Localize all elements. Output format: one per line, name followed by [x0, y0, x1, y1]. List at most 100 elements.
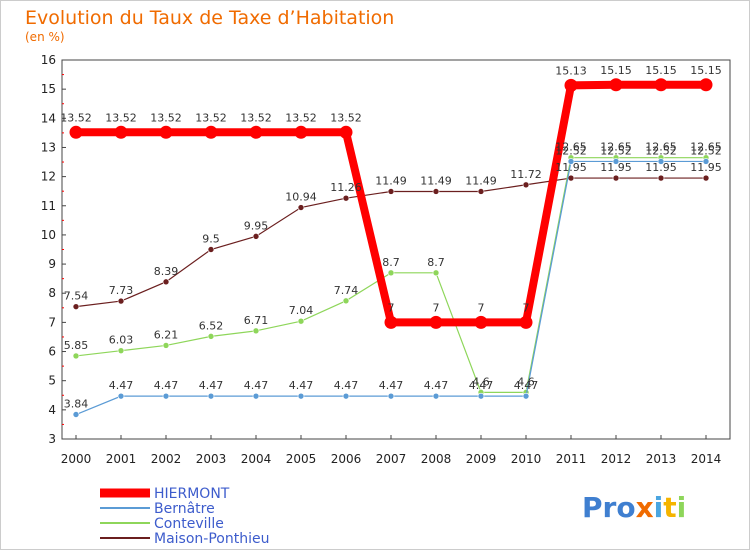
x-tick-label: 2004 [241, 452, 272, 466]
data-label: 11.72 [510, 168, 542, 181]
data-label: 6.21 [154, 328, 179, 341]
data-point [429, 315, 443, 329]
y-tick-label: 8 [48, 286, 56, 300]
data-label: 13.52 [330, 111, 362, 124]
data-point [297, 392, 305, 400]
data-label: 7.73 [109, 284, 134, 297]
data-point [69, 125, 83, 139]
data-point [432, 392, 440, 400]
x-tick-label: 2005 [286, 452, 317, 466]
data-label: 13.52 [60, 111, 92, 124]
data-point [117, 392, 125, 400]
data-point [699, 78, 713, 92]
data-label: 11.95 [600, 161, 632, 174]
data-point [72, 303, 80, 310]
data-label: 11.95 [645, 161, 677, 174]
data-label: 7.04 [289, 304, 314, 317]
data-point [339, 125, 353, 139]
data-label: 8.7 [427, 256, 445, 269]
data-label: 12.65 [600, 141, 632, 154]
x-tick-label: 2008 [421, 452, 452, 466]
data-label: 12.52 [555, 144, 587, 157]
data-label: 7 [478, 301, 485, 314]
data-label: 4.47 [514, 379, 539, 392]
data-label: 12.52 [600, 144, 632, 157]
data-point [252, 392, 260, 400]
data-point [432, 188, 440, 195]
data-point [297, 317, 305, 325]
y-tick-label: 14 [41, 111, 56, 125]
proxiti-logo: Proxiti [582, 491, 686, 524]
y-tick-label: 15 [41, 82, 56, 96]
data-point [384, 315, 398, 329]
x-tick-label: 2002 [151, 452, 182, 466]
data-label: 4.47 [199, 379, 224, 392]
data-label: 13.52 [240, 111, 272, 124]
y-tick-label: 16 [41, 53, 56, 67]
data-label: 7 [433, 301, 440, 314]
x-tick-label: 2013 [646, 452, 677, 466]
y-tick-label: 6 [48, 345, 56, 359]
data-point [162, 278, 170, 286]
data-point [114, 125, 128, 139]
x-tick-label: 2010 [511, 452, 542, 466]
data-point [564, 78, 578, 92]
y-tick-label: 4 [48, 403, 56, 417]
y-tick-label: 13 [41, 140, 56, 154]
data-point [567, 174, 575, 182]
data-label: 3.84 [64, 398, 89, 411]
data-label: 6.03 [109, 334, 134, 347]
data-point [249, 125, 263, 139]
data-label: 15.15 [645, 64, 677, 77]
y-tick-label: 10 [41, 228, 56, 242]
data-point [252, 327, 260, 335]
data-label: 4.6 [517, 375, 535, 388]
legend-label: Bernâtre [154, 501, 215, 517]
data-point [72, 411, 80, 418]
data-point [654, 78, 668, 92]
data-point [207, 333, 215, 340]
data-label: 4.47 [244, 379, 269, 392]
data-point [162, 342, 170, 349]
data-point [387, 269, 395, 277]
legend-label: Maison-Ponthieu [154, 531, 269, 547]
data-label: 4.47 [154, 379, 179, 392]
data-point [567, 158, 575, 165]
data-label: 9.5 [202, 233, 220, 246]
data-point [342, 297, 350, 305]
y-tick-label: 12 [41, 170, 56, 184]
data-point [117, 297, 125, 305]
data-label: 10.94 [285, 191, 317, 204]
data-point [207, 246, 215, 253]
data-point [297, 204, 305, 211]
x-tick-label: 2009 [466, 452, 497, 466]
data-label: 4.47 [109, 379, 134, 392]
chart-subtitle: (en %) [25, 30, 65, 44]
data-point [72, 352, 80, 360]
data-point [612, 158, 620, 165]
x-axis: 2000 2001 2002 2003 2004 2005 2006 2007 2008 2009… [61, 435, 721, 466]
x-tick-label: 2003 [196, 452, 227, 466]
data-point [207, 392, 215, 400]
chart-title: Evolution du Taux de Taxe d’Habitation [25, 7, 394, 29]
legend-label: HIERMONT [154, 486, 230, 502]
data-label: 5.85 [64, 339, 89, 352]
data-point [387, 188, 395, 195]
data-point [204, 125, 218, 139]
data-point [519, 315, 533, 329]
data-label: 7.74 [334, 284, 359, 297]
data-point [252, 233, 260, 240]
data-label: 8.39 [154, 265, 179, 278]
data-point [657, 158, 665, 165]
data-label: 6.71 [244, 314, 269, 327]
data-label-layer: 7.54 7.73 8.39 9.5 9.95 10.94 11.26 11.49 11.49 1… [60, 64, 722, 411]
data-label: 4.47 [334, 379, 359, 392]
data-label: 13.52 [105, 111, 137, 124]
data-point [387, 392, 395, 400]
x-tick-label: 2001 [106, 452, 137, 466]
y-tick-label: 9 [48, 257, 56, 271]
data-label: 7 [388, 301, 395, 314]
data-point [612, 174, 620, 182]
